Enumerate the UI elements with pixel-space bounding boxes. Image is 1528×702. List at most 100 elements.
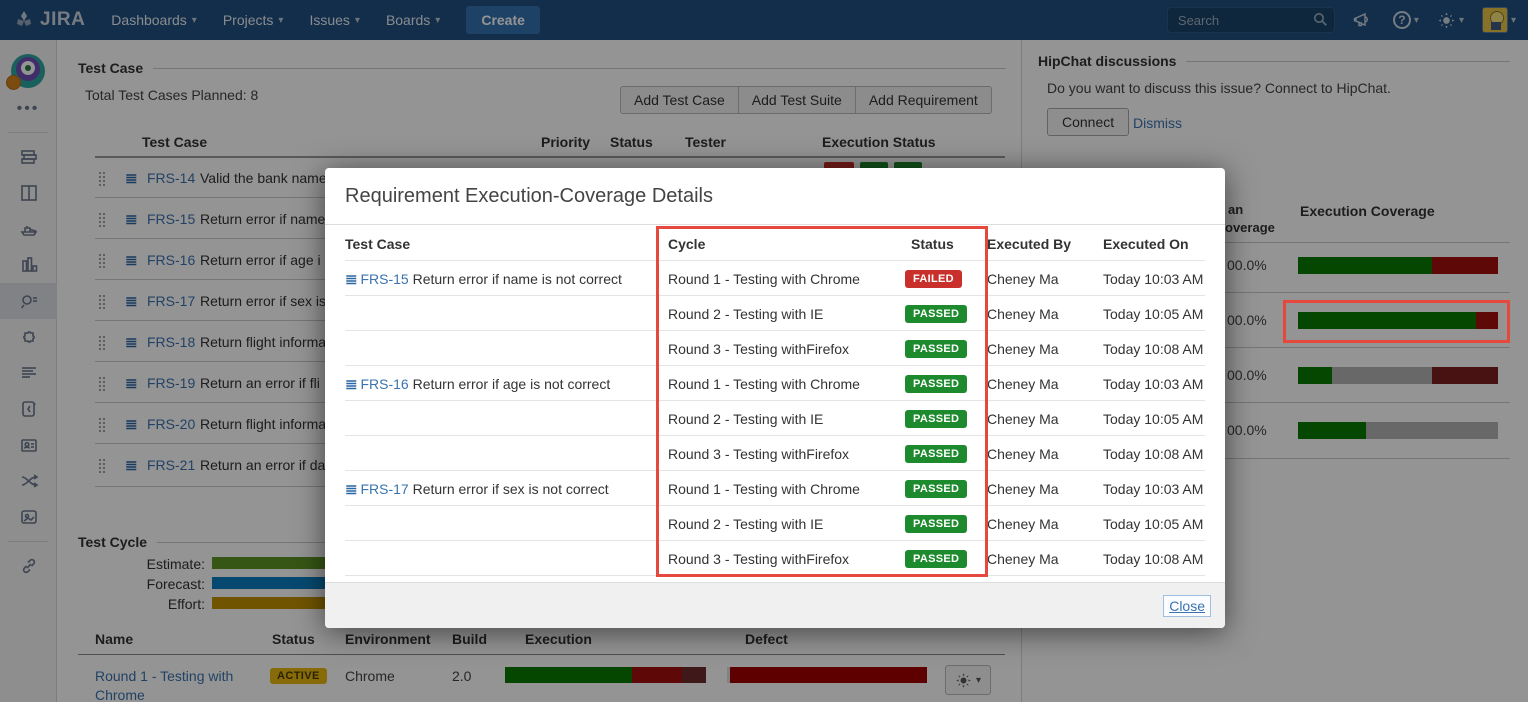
hipchat-connect-button[interactable]: Connect <box>1047 108 1130 136</box>
executed-by-cell: Cheney Ma <box>987 340 1059 357</box>
megaphone-icon[interactable] <box>1353 10 1375 30</box>
sidebar-item-links[interactable] <box>0 548 57 584</box>
test-case-link[interactable]: FRS-15 <box>147 211 196 227</box>
drag-handle[interactable] <box>98 253 107 268</box>
test-case-title: Return flight informa <box>200 416 327 432</box>
col-execution-status: Execution Status <box>822 134 936 150</box>
col-execution: Execution <box>525 631 592 647</box>
more-icon[interactable]: ••• <box>16 100 40 117</box>
cycle-environment: Chrome <box>345 668 395 684</box>
test-case-title: Return an error if fli <box>200 375 320 391</box>
user-avatar <box>1481 7 1508 33</box>
test-case-link[interactable]: FRS-15 <box>360 270 409 287</box>
sidebar-item-backlog[interactable] <box>0 139 57 175</box>
sidebar-item-reports[interactable] <box>0 247 57 283</box>
help-icon: ? <box>1392 11 1411 29</box>
sidebar-item-contacts[interactable] <box>0 427 57 463</box>
search-icon[interactable] <box>1313 12 1328 27</box>
cycle-defect-bar[interactable] <box>727 667 927 683</box>
status-badge <box>860 162 888 169</box>
drag-handle[interactable] <box>98 335 107 350</box>
cycle-cell: Round 1 - Testing with Chrome <box>668 270 860 287</box>
sidebar-item-board[interactable] <box>0 175 57 211</box>
sidebar-item-details[interactable] <box>0 355 57 391</box>
nav-projects[interactable]: Projects ▾ <box>222 12 284 28</box>
test-case-actions: Add Test Case Add Test Suite Add Require… <box>620 86 992 114</box>
execution-coverage-bar[interactable] <box>1298 422 1498 439</box>
test-case-link[interactable]: FRS-20 <box>147 416 196 432</box>
hipchat-dismiss-link[interactable]: Dismiss <box>1133 115 1182 131</box>
executed-by-cell: Cheney Ma <box>987 305 1059 322</box>
executed-by-cell: Cheney Ma <box>987 515 1059 532</box>
sidebar-item-addons[interactable] <box>0 319 57 355</box>
add-test-case-button[interactable]: Add Test Case <box>620 86 739 114</box>
sidebar-item-workflow[interactable] <box>0 463 57 499</box>
cycle-actions-button[interactable]: ▾ <box>945 665 991 695</box>
test-case-link[interactable]: FRS-19 <box>147 375 196 391</box>
executed-on-cell: Today 10:08 AM <box>1103 550 1204 567</box>
section-title: Test Case <box>78 60 144 76</box>
execution-coverage-bar[interactable] <box>1298 312 1498 329</box>
modal-close-button[interactable]: Close <box>1163 594 1211 617</box>
col-environment: Environment <box>345 631 431 647</box>
jira-logo[interactable]: JIRA <box>14 9 85 31</box>
create-button[interactable]: Create <box>466 6 540 34</box>
status-badge <box>824 162 854 169</box>
search-box <box>1166 7 1335 33</box>
nav-dashboards[interactable]: Dashboards ▾ <box>111 12 197 28</box>
execution-coverage-bar[interactable] <box>1298 367 1498 384</box>
hipchat-section: HipChat discussions <box>1038 53 1510 69</box>
drag-handle[interactable] <box>98 212 107 227</box>
sidebar-item-releases[interactable] <box>0 211 57 247</box>
user-menu[interactable]: ▾ <box>1481 7 1516 33</box>
project-avatar[interactable] <box>6 54 45 90</box>
test-case-link[interactable]: FRS-14 <box>147 170 196 186</box>
cycle-status-badge: ACTIVE <box>270 668 327 684</box>
drag-handle[interactable] <box>98 294 107 309</box>
sidebar-item-images[interactable] <box>0 499 57 535</box>
chevron-down-icon: ▾ <box>354 14 360 26</box>
sidebar-item-issues[interactable] <box>0 283 57 319</box>
nav-boards[interactable]: Boards ▾ <box>385 12 441 28</box>
search-input[interactable] <box>1166 7 1335 33</box>
status-badge: PASSED <box>905 304 968 323</box>
sidebar-item-development[interactable] <box>0 391 57 427</box>
cycle-cell: Round 2 - Testing with IE <box>668 515 824 532</box>
test-case-title: Return flight informa <box>200 334 327 350</box>
modal-table-row: Round 3 - Testing withFirefox PASSED Che… <box>345 436 1205 471</box>
execution-coverage-bar[interactable] <box>1298 257 1498 274</box>
test-case-link[interactable]: FRS-21 <box>147 457 196 473</box>
bar-segment <box>631 667 682 683</box>
status-badge: PASSED <box>905 479 968 498</box>
settings-menu[interactable]: ▾ <box>1437 11 1464 30</box>
test-case-link[interactable]: FRS-17 <box>147 293 196 309</box>
test-case-link[interactable]: FRS-18 <box>147 334 196 350</box>
cycle-execution-bar[interactable] <box>505 667 706 683</box>
col-test-case: Test Case <box>345 235 411 252</box>
hipchat-message: Do you want to discuss this issue? Conne… <box>1047 80 1391 96</box>
drag-handle[interactable] <box>98 458 107 473</box>
ship-icon <box>20 226 37 236</box>
add-requirement-button[interactable]: Add Requirement <box>855 86 992 114</box>
executed-by-cell: Cheney Ma <box>987 445 1059 462</box>
drag-handle[interactable] <box>98 417 107 432</box>
executed-by-cell: Cheney Ma <box>987 480 1059 497</box>
test-case-icon: ≣ <box>125 293 138 310</box>
cycle-cell: Round 1 - Testing with Chrome <box>668 375 860 392</box>
test-case-link[interactable]: FRS-17 <box>360 480 409 497</box>
test-case-icon: ≣ <box>345 375 358 393</box>
col-tester: Tester <box>685 134 726 150</box>
add-test-suite-button[interactable]: Add Test Suite <box>738 86 856 114</box>
test-case-link[interactable]: FRS-16 <box>360 375 409 392</box>
cycle-cell: Round 2 - Testing with IE <box>668 410 824 427</box>
drag-handle[interactable] <box>98 376 107 391</box>
nav-issues[interactable]: Issues ▾ <box>309 12 360 28</box>
drag-handle[interactable] <box>98 171 107 186</box>
test-case-link[interactable]: FRS-16 <box>147 252 196 268</box>
cycle-name-link[interactable]: Round 1 - Testing with Chrome <box>95 668 234 702</box>
row-separator <box>1225 347 1510 348</box>
test-case-icon: ≣ <box>345 270 358 288</box>
modal-header: Requirement Execution-Coverage Details <box>325 168 1225 225</box>
col-test-case: Test Case <box>142 134 208 150</box>
help-menu[interactable]: ? ▾ <box>1392 11 1419 29</box>
